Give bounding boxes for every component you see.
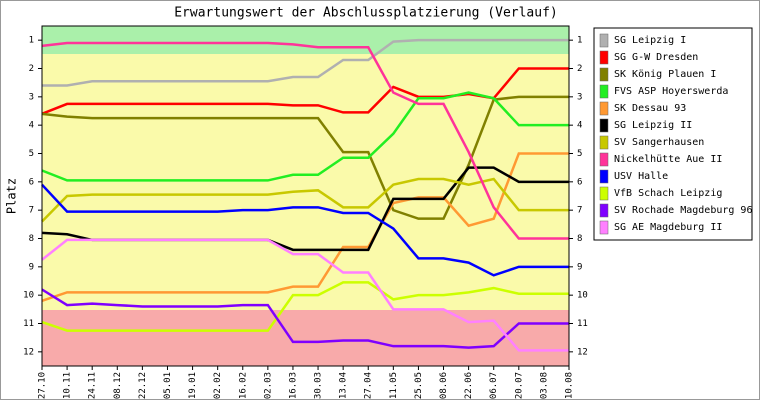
series-line	[41, 238, 569, 352]
x-tick-label: 11.05	[389, 372, 399, 399]
legend	[593, 27, 753, 241]
y-tick-label: 12	[23, 347, 34, 357]
series-line	[42, 38, 569, 87]
plot	[41, 38, 569, 352]
y-tick-label: 3	[29, 92, 34, 102]
x-tick-label: 22.12	[138, 372, 148, 399]
series-line	[41, 152, 569, 303]
y-tick-label: 5	[29, 149, 34, 159]
x-tick-label: 25.05	[414, 372, 424, 399]
legend-swatch	[599, 33, 609, 48]
y2-tick-label: 4	[577, 121, 582, 131]
y-tick-label: 10	[23, 291, 34, 301]
legend-swatch	[599, 84, 609, 99]
x-tick-label: 05.01	[163, 372, 173, 399]
legend-label: SG Leipzig II	[614, 120, 692, 131]
x-tick-label: 20.07	[514, 372, 524, 399]
x-tick-label: 08.06	[439, 372, 449, 399]
series-line	[41, 183, 569, 277]
legend-swatch	[599, 101, 609, 116]
legend-label: SK König Plauen I	[614, 69, 716, 80]
y-tick-label: 6	[29, 177, 34, 187]
legend-swatch	[599, 118, 609, 133]
x-tick-label: 02.03	[263, 372, 273, 399]
y2-tick-label: 5	[577, 149, 582, 159]
x-tick-label: 19.01	[188, 372, 198, 399]
x-tick-label: 13.04	[339, 372, 349, 399]
legend-label: SV Rochade Magdeburg 96	[614, 205, 752, 216]
y2-tick-label: 11	[577, 319, 588, 329]
legend-swatch	[599, 135, 609, 150]
legend-label: SG AE Magdeburg II	[614, 222, 722, 233]
y2-tick-label: 6	[577, 177, 582, 187]
y-tick-label: 4	[29, 121, 34, 131]
plot-border	[41, 25, 570, 367]
legend-label: Nickelhütte Aue II	[614, 154, 722, 165]
y2-tick-label: 8	[577, 234, 582, 244]
legend-swatch	[599, 50, 609, 65]
x-tick-label: 10.11	[63, 372, 73, 399]
legend-swatch	[599, 169, 609, 184]
x-tick-label: 10.08	[565, 372, 575, 399]
legend-swatch	[599, 152, 609, 167]
x-tick-label: 22.06	[464, 372, 474, 399]
zone-middle	[42, 54, 569, 310]
x-tick-label: 16.03	[288, 372, 298, 399]
x-tick-label: 27.04	[364, 372, 374, 399]
x-tick-label: 27.10	[38, 372, 48, 399]
y2-tick-label: 1	[577, 36, 582, 46]
legend-swatch	[599, 203, 609, 218]
y2-tick-label: 10	[577, 291, 588, 301]
y2-tick-label: 2	[577, 64, 582, 74]
legend-swatch	[599, 220, 609, 235]
y-tick-label: 11	[23, 319, 34, 329]
x-tick-label: 24.11	[88, 372, 98, 399]
y2-tick-label: 12	[577, 347, 588, 357]
y-tick-label: 7	[29, 206, 34, 216]
x-tick-label: 16.02	[238, 372, 248, 399]
y2-tick-label: 7	[577, 206, 582, 216]
x-tick-label: 08.12	[113, 372, 123, 399]
legend-swatch	[599, 67, 609, 82]
series-line	[41, 41, 569, 240]
legend-label: SG G-W Dresden	[614, 52, 698, 63]
legend-label: USV Halle	[614, 171, 668, 182]
x-tick-label: 06.07	[489, 372, 499, 399]
legend-label: SG Leipzig I	[614, 35, 686, 46]
series-line	[41, 288, 569, 349]
y2-tick-label: 3	[577, 92, 582, 102]
x-tick-label: 03.08	[539, 372, 549, 399]
legend-swatch	[599, 186, 609, 201]
y-tick-label: 2	[29, 64, 34, 74]
series-line	[41, 95, 569, 220]
x-tick-label: 02.02	[213, 372, 223, 399]
y-tick-label: 1	[29, 36, 34, 46]
x-tick-label: 30.03	[314, 372, 324, 399]
legend-label: FVS ASP Hoyerswerda	[614, 86, 728, 97]
series-line	[41, 281, 569, 332]
y2-tick-label: 9	[577, 262, 582, 272]
y-axis-label: Platz	[5, 178, 19, 214]
series-line	[41, 91, 569, 182]
legend-label: SK Dessau 93	[614, 103, 686, 114]
zone-bottom	[42, 310, 569, 366]
legend-label: SV Sangerhausen	[614, 137, 704, 148]
chart-title: Erwartungswert der Abschlussplatzierung …	[174, 6, 558, 21]
legend-label: VfB Schach Leipzig	[614, 188, 722, 199]
y-tick-label: 9	[29, 262, 34, 272]
y-tick-label: 8	[29, 234, 34, 244]
